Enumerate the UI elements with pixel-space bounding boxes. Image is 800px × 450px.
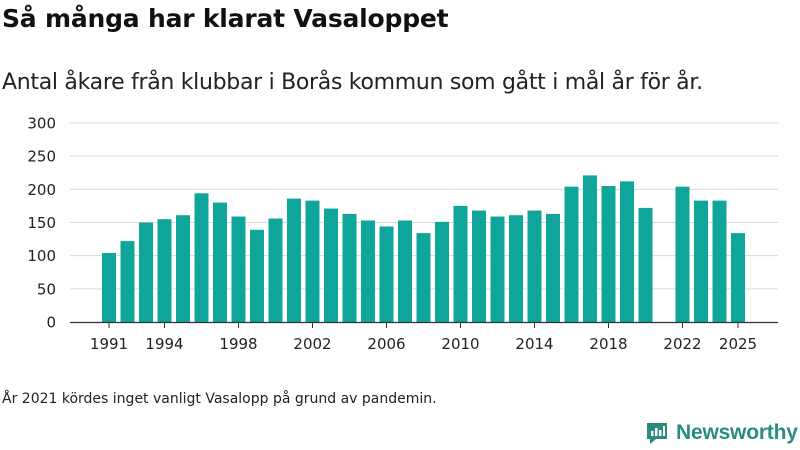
bar-2005 [361,220,375,322]
x-tick-label: 1994 [145,335,183,353]
y-tick-label: 200 [27,181,56,199]
bar-1994 [157,219,172,322]
y-tick-label: 250 [27,148,56,166]
x-tick-label: 2018 [589,335,627,353]
bar-2025 [731,233,745,322]
bar-2015 [546,213,560,322]
x-tick-label: 2006 [367,335,405,353]
y-tick-label: 150 [27,214,56,232]
x-tick-label: 2002 [293,335,331,353]
bar-2016 [564,186,579,322]
bar-2023 [694,200,708,322]
bar-2019 [620,181,634,322]
bar-2020 [638,207,653,322]
bar-1996 [194,193,209,322]
y-tick-label: 0 [46,314,56,332]
bar-1993 [139,222,153,322]
bar-2000 [268,218,283,322]
bar-2002 [305,200,320,322]
bar-2007 [398,220,412,322]
newsworthy-logo[interactable]: Newsworthy [644,419,798,447]
bars [102,175,745,322]
bar-2013 [509,215,523,322]
bar-2001 [287,198,301,322]
bar-2017 [583,175,597,322]
x-tick-label: 2014 [515,335,553,353]
bar-2006 [379,226,394,322]
y-tick-label: 100 [27,247,56,265]
bar-2010 [453,205,468,322]
x-tick-label: 1991 [90,335,128,353]
x-tick-label: 2010 [441,335,479,353]
bar-2004 [342,213,357,322]
chart-title: Så många har klarat Vasaloppet [2,4,449,33]
bar-2009 [435,221,449,322]
x-tick-label: 1998 [219,335,257,353]
x-tick-label: 2025 [719,335,757,353]
axes: 0 50 100 150 200 250 300 1991 1994 1998 2002 2006 20… [27,115,778,353]
x-tick-label: 2022 [663,335,701,353]
y-tick-label: 50 [37,280,56,298]
footnote: År 2021 kördes inget vanligt Vasalopp på… [2,391,437,407]
bar-2003 [324,208,338,322]
bar-2018 [601,186,616,322]
bar-2008 [416,233,431,322]
bar-1997 [213,202,227,322]
bar-2011 [472,210,486,322]
bar-1995 [176,215,190,322]
bar-1998 [231,216,246,322]
chart-subtitle: Antal åkare från klubbar i Borås kommun … [2,70,703,95]
newsworthy-logo-text: Newsworthy [676,421,798,444]
bar-2024 [712,200,727,322]
bar-1999 [250,229,264,322]
bar-2012 [490,216,505,322]
bar-1992 [120,241,135,322]
bar-2014 [527,210,542,322]
bar-2022 [675,186,690,322]
y-tick-label: 300 [27,115,56,133]
newsworthy-logo-icon [647,423,667,444]
bar-1991 [102,253,116,322]
